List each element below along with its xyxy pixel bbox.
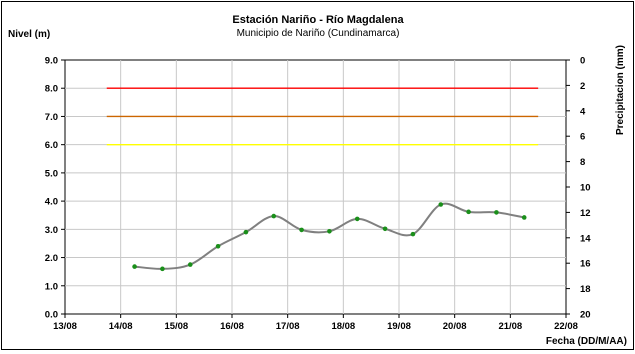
y-axis-right-label: Precipitacion (mm) [615,45,626,135]
x-tick-label: 19/08 [387,321,411,332]
x-axis-label: Fecha (DD/M/AA) [546,336,627,347]
data-point [410,231,416,237]
y-right-tick-label: 10 [580,183,591,194]
y-left-tick-label: 8.0 [45,84,58,95]
data-point [327,229,332,234]
plot-area [64,59,567,315]
threshold-lines [106,87,539,146]
x-tick-label: 14/08 [109,321,133,332]
series-layer [132,202,527,272]
y-right-tick-label: 4 [580,106,586,117]
data-point [271,213,277,219]
y-right-tick-label: 8 [580,157,585,168]
x-tick-label: 15/08 [164,321,188,332]
y-axis-right: 0 2 4 6 8 10 12 14 16 18 20 [566,56,591,321]
y-left-tick-label: 3.0 [45,225,58,236]
data-point [466,209,471,215]
y-left-tick-label: 6.0 [45,140,58,151]
x-axis: 13/08 14/08 15/08 16/08 17/08 18/08 19/08 20/08… [53,314,578,332]
y-left-tick-label: 2.0 [45,253,58,264]
data-point [215,243,221,249]
y-right-tick-label: 18 [580,284,591,295]
y-axis-left: 0.0 1.0 2.0 3.0 4.0 5.0 6.0 7.0 8.0 9.0 [45,56,65,321]
y-axis-left-label: Nivel (m) [8,29,50,40]
y-right-tick-label: 14 [580,233,591,244]
y-right-tick-label: 6 [580,132,585,143]
data-point [438,202,444,207]
chart-subtitle: Municipio de Nariño (Cundinamarca) [237,28,400,39]
data-point [243,229,249,235]
y-left-tick-label: 7.0 [45,112,58,123]
data-point [494,210,499,215]
data-point [132,264,137,269]
x-tick-label: 16/08 [220,321,244,332]
y-right-tick-label: 2 [580,81,585,92]
x-tick-label: 21/08 [498,321,522,332]
y-left-tick-label: 1.0 [45,281,58,292]
chart: Estación Nariño - Río Magdalena Municipi… [8,14,627,347]
chart-title: Estación Nariño - Río Magdalena [232,14,404,26]
y-left-tick-label: 5.0 [45,168,58,179]
y-left-tick-label: 4.0 [45,197,58,208]
y-left-tick-label: 0.0 [45,310,58,321]
x-tick-label: 22/08 [554,321,578,332]
x-tick-label: 17/08 [276,321,300,332]
x-tick-label: 13/08 [53,321,77,332]
y-right-tick-label: 16 [580,259,591,270]
y-left-tick-label: 9.0 [45,56,58,67]
data-point [187,262,193,267]
y-right-tick-label: 0 [580,56,585,67]
data-point [354,216,360,222]
data-point [521,215,527,220]
x-tick-label: 20/08 [443,321,467,332]
y-right-tick-label: 12 [580,208,591,219]
data-point [160,266,165,272]
x-tick-label: 18/08 [331,321,355,332]
data-point [382,226,388,232]
data-point [299,227,304,233]
y-right-tick-label: 20 [580,310,591,321]
